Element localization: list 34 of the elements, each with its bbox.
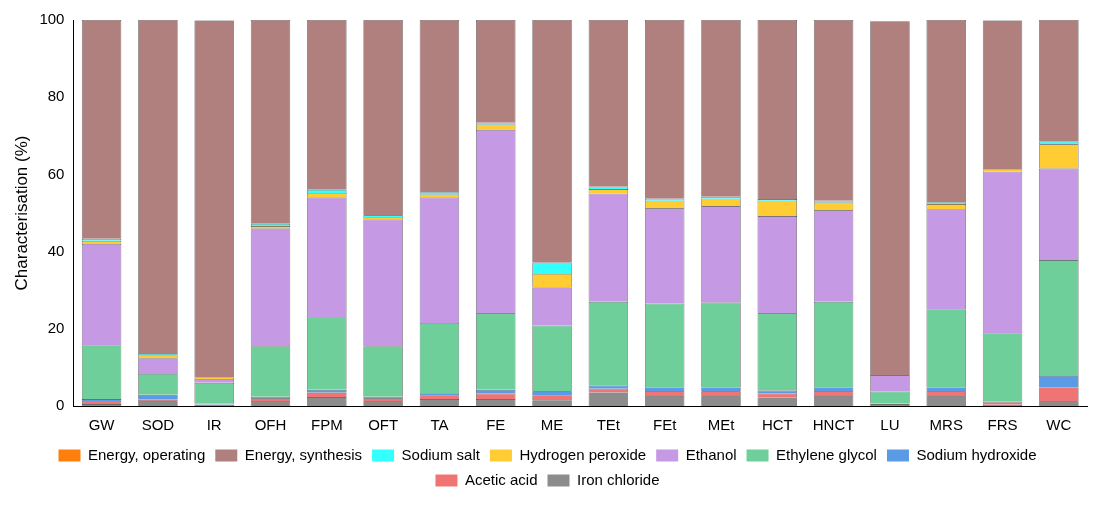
x-tick-label: LU [880,416,900,434]
x-tick-label: FEt [653,416,678,434]
x-tick-label: MRS [929,416,963,434]
y-tick-label: 0 [56,396,65,414]
legend-label: Iron chloride [576,470,660,488]
x-tick-label: OFT [368,416,399,434]
legend-label: Energy, operating [87,445,206,463]
x-tick-label: WC [1046,416,1072,434]
legend-label: Sodium salt [401,445,481,463]
x-tick-label: HNCT [812,416,855,434]
y-tick-label: 60 [47,164,65,182]
legend-label: Acetic acid [464,470,538,488]
y-axis-title: Characterisation (%) [11,135,31,291]
y-tick-label: 100 [39,10,65,28]
x-tick-label: FPM [310,416,343,434]
x-tick-label: TA [430,416,449,434]
x-tick-label: ME [540,416,564,434]
x-tick-label: SOD [141,416,175,434]
x-tick-label: OFH [254,416,287,434]
y-tick-label: 20 [47,318,65,336]
x-tick-label: HCT [761,416,793,434]
x-tick-label: IR [206,416,222,434]
legend-label: Ethanol [685,445,737,463]
x-tick-label: FE [486,416,506,434]
x-tick-label: TEt [596,416,621,434]
x-tick-label: MEt [707,416,736,434]
legend-label: Sodium hydroxide [916,445,1037,463]
y-tick-label: 80 [47,87,65,105]
x-tick-label: FRS [987,416,1018,434]
x-tick-label: GW [88,416,116,434]
legend-label: Ethylene glycol [776,445,877,463]
legend-label: Energy, synthesis [244,445,363,463]
legend-label: Hydrogen peroxide [519,445,647,463]
y-tick-label: 40 [47,241,65,259]
